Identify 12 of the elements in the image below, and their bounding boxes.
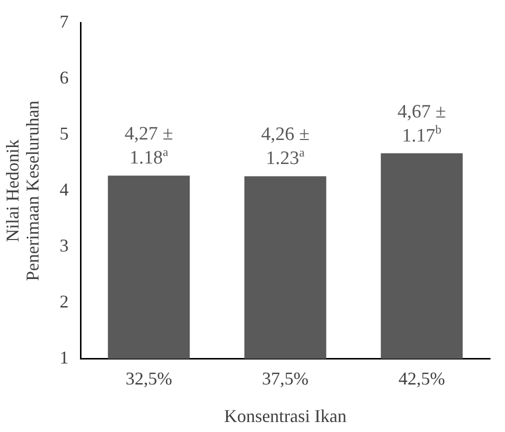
y-tick-label: 3 <box>60 236 69 256</box>
y-tick-label: 2 <box>60 292 69 312</box>
x-tick-label: 37,5% <box>262 368 309 388</box>
y-axis-title: Nilai Hedonik Penerimaan Keseluruhan <box>2 100 42 282</box>
y-tick-label: 4 <box>60 180 69 200</box>
y-tick-label: 5 <box>60 124 69 144</box>
x-tick-label: 42,5% <box>398 368 446 388</box>
y-tick-label: 7 <box>60 12 69 32</box>
x-axis-title: Konsentrasi Ikan <box>224 406 347 426</box>
y-tick-label: 1 <box>60 348 69 368</box>
y-tick-label: 6 <box>60 68 69 88</box>
x-tick-label: 32,5% <box>126 368 172 388</box>
